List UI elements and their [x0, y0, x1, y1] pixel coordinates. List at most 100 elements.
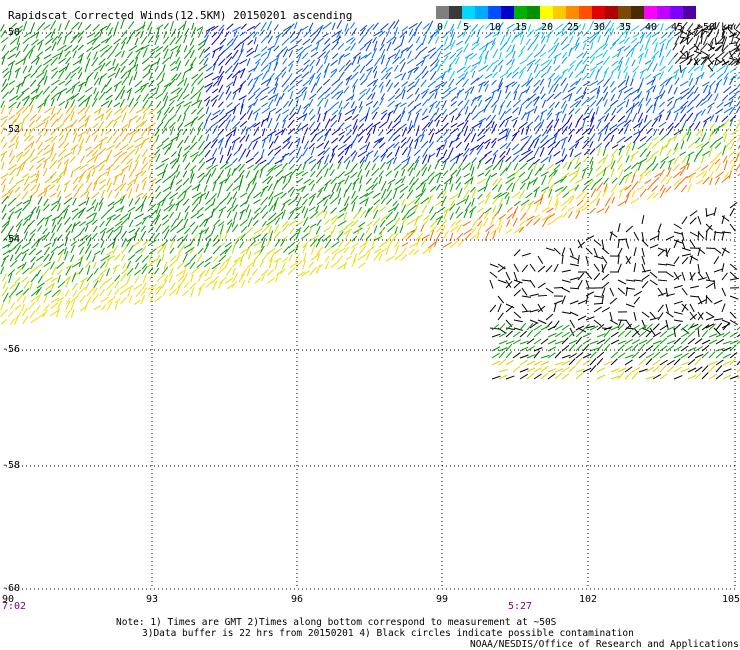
wind-barb [358, 106, 363, 113]
wind-barb [163, 119, 171, 129]
wind-barb [414, 155, 420, 164]
wind-barb [247, 140, 254, 150]
wind-barb [154, 52, 161, 59]
wind-barb [623, 45, 631, 52]
wind-barb [548, 84, 554, 94]
wind-barb [665, 24, 674, 31]
wind-barb [533, 63, 539, 73]
wind-barb [470, 86, 475, 94]
wind-barb [427, 241, 437, 249]
wind-barb [401, 231, 412, 240]
wind-barb [45, 283, 55, 291]
wind-barb [92, 280, 99, 289]
wind-barb [297, 271, 306, 277]
wind-barb [317, 234, 326, 241]
contaminated-barb [593, 319, 602, 327]
wind-barb [371, 182, 378, 191]
wind-barb [64, 193, 72, 199]
wind-barb [737, 119, 740, 122]
wind-barb [618, 56, 624, 65]
wind-barb [638, 343, 646, 352]
wind-barb [512, 99, 521, 108]
wind-barb [546, 65, 552, 74]
wind-barb [385, 198, 393, 206]
wind-barb [694, 372, 702, 380]
wind-barb [273, 45, 280, 52]
wind-barb [288, 220, 297, 227]
wind-barb [554, 351, 562, 359]
wind-barb [436, 135, 443, 143]
wind-barb [443, 20, 448, 29]
wind-barb [702, 81, 710, 87]
wind-barb [686, 172, 696, 179]
contaminated-barb [729, 319, 738, 326]
wind-barb [7, 130, 14, 136]
wind-barb [169, 51, 174, 59]
wind-barb [463, 209, 468, 219]
wind-barb [436, 206, 446, 214]
wind-barb [133, 174, 139, 185]
wind-barb [512, 339, 522, 345]
wind-barb [275, 54, 280, 66]
wind-barb [561, 354, 571, 359]
wind-barb [203, 218, 209, 227]
contaminated-barb [529, 293, 539, 297]
wind-barb [246, 72, 252, 81]
wind-barb [8, 101, 17, 109]
wind-barb [64, 275, 72, 282]
y-tick-label: -56 [2, 344, 21, 355]
wind-barb [562, 83, 569, 93]
wind-barb [511, 211, 517, 219]
wind-barb [288, 149, 296, 156]
wind-barb [567, 86, 576, 93]
wind-barb [385, 170, 392, 177]
wind-barb [582, 332, 592, 338]
wind-barb [21, 76, 27, 87]
wind-barb [357, 150, 368, 158]
wind-barb [252, 107, 261, 115]
wind-barb [365, 87, 371, 95]
wind-barb [625, 75, 630, 86]
wind-barb [644, 179, 652, 185]
wind-barb [554, 331, 563, 338]
wind-barb [464, 34, 471, 45]
wind-barb [610, 86, 617, 93]
wind-barb [394, 178, 403, 185]
wind-barb [483, 138, 491, 144]
contaminated-barb [697, 247, 706, 255]
wind-barb [218, 114, 228, 122]
contaminated-barb [521, 279, 531, 282]
wind-barb [436, 44, 444, 52]
wind-barb [49, 147, 54, 158]
wind-barb [638, 358, 646, 366]
wind-barb [651, 50, 660, 60]
contaminated-barb [673, 319, 683, 323]
colorbar-swatch [488, 6, 501, 19]
wind-barb [394, 49, 401, 60]
wind-barb [79, 221, 87, 227]
wind-barb [120, 123, 129, 130]
wind-barb [568, 339, 578, 345]
wind-barb [539, 194, 544, 205]
wind-barb [119, 85, 126, 94]
wind-barb [715, 333, 725, 338]
wind-barb [420, 197, 429, 205]
wind-barb [294, 127, 302, 135]
wind-barb [276, 96, 281, 107]
wind-barb [554, 214, 563, 221]
wind-barb [589, 20, 595, 30]
wind-barb [63, 197, 73, 205]
wind-barb [385, 66, 393, 73]
wind-barb [85, 97, 90, 107]
wind-barb [589, 56, 596, 64]
contaminated-barb [693, 57, 699, 66]
wind-barb [386, 157, 395, 165]
wind-barb [120, 89, 125, 100]
wind-barb [569, 148, 574, 158]
wind-barb [14, 240, 23, 248]
wind-barb [428, 128, 435, 136]
wind-barb [79, 234, 88, 242]
wind-barb [658, 84, 665, 95]
wind-barb [575, 177, 584, 184]
wind-barb [512, 50, 516, 59]
